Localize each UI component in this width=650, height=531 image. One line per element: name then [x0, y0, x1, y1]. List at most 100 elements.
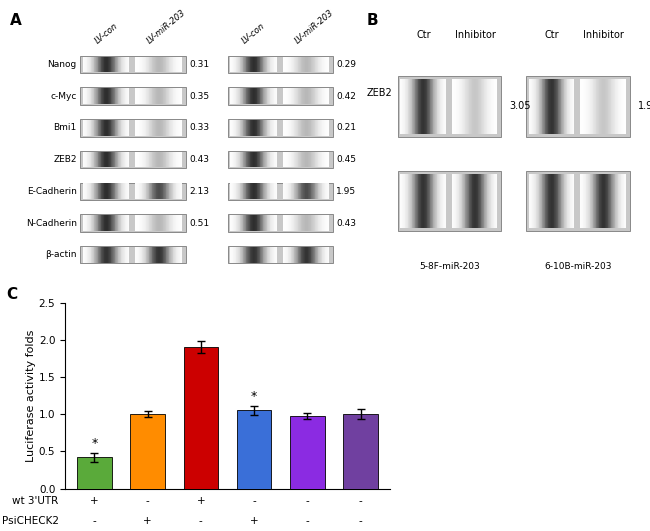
Bar — [601, 174, 602, 228]
Bar — [151, 215, 153, 231]
Bar — [238, 247, 239, 263]
Bar — [444, 174, 445, 228]
Bar — [159, 152, 160, 167]
Bar — [175, 120, 176, 136]
Bar — [127, 183, 129, 199]
Bar — [285, 152, 286, 167]
Bar — [535, 79, 536, 133]
Bar — [322, 152, 323, 167]
Bar — [145, 183, 146, 199]
Bar — [559, 79, 560, 133]
Bar — [237, 215, 238, 231]
Bar — [434, 79, 435, 133]
Bar — [245, 120, 246, 136]
Bar — [611, 174, 612, 228]
Bar — [289, 88, 290, 104]
Bar — [88, 215, 89, 231]
Bar — [582, 79, 584, 133]
Bar — [573, 79, 574, 133]
Bar — [104, 120, 105, 136]
Bar — [283, 88, 285, 104]
Bar — [97, 215, 98, 231]
Bar — [536, 174, 537, 228]
Bar — [96, 120, 97, 136]
Bar — [154, 247, 155, 263]
Bar — [162, 152, 163, 167]
Bar — [312, 120, 313, 136]
Bar — [411, 79, 412, 133]
Bar — [551, 174, 552, 228]
Bar — [273, 152, 274, 167]
Bar — [235, 183, 236, 199]
Bar — [618, 79, 619, 133]
Bar — [239, 183, 240, 199]
Bar — [270, 88, 271, 104]
Bar — [236, 56, 237, 72]
Bar — [545, 174, 546, 228]
Bar — [401, 79, 402, 133]
Bar — [165, 56, 166, 72]
Bar — [236, 152, 237, 167]
Bar — [480, 174, 482, 228]
Bar — [119, 120, 120, 136]
Bar — [320, 215, 322, 231]
Bar — [295, 183, 296, 199]
Bar — [105, 88, 106, 104]
Bar — [171, 152, 172, 167]
Bar — [496, 174, 497, 228]
Bar — [233, 56, 234, 72]
Bar — [270, 152, 271, 167]
Bar — [258, 56, 259, 72]
Bar — [101, 56, 102, 72]
Bar — [105, 247, 106, 263]
Bar — [140, 120, 141, 136]
Bar — [465, 79, 466, 133]
Bar — [252, 215, 253, 231]
Bar — [549, 79, 550, 133]
Bar — [239, 56, 240, 72]
Bar — [532, 79, 533, 133]
Bar — [469, 79, 470, 133]
Bar — [106, 183, 107, 199]
Bar — [555, 79, 556, 133]
Bar — [167, 56, 168, 72]
Bar — [154, 120, 155, 136]
Bar — [326, 88, 327, 104]
Bar — [155, 120, 157, 136]
Bar — [136, 120, 137, 136]
Bar — [613, 79, 614, 133]
Bar — [458, 79, 459, 133]
Bar — [310, 120, 311, 136]
Bar — [272, 120, 273, 136]
Bar — [420, 174, 421, 228]
Bar — [106, 152, 107, 167]
Bar — [571, 174, 572, 228]
Bar — [309, 247, 310, 263]
Bar — [294, 152, 295, 167]
Bar — [605, 174, 606, 228]
Bar — [261, 152, 262, 167]
Bar — [172, 88, 174, 104]
Bar — [172, 183, 174, 199]
Bar — [149, 152, 150, 167]
Bar — [297, 56, 298, 72]
Bar — [170, 247, 171, 263]
Bar — [105, 56, 106, 72]
Bar — [462, 79, 463, 133]
Bar — [420, 79, 421, 133]
Bar — [174, 215, 175, 231]
Bar — [139, 120, 140, 136]
Bar — [322, 247, 323, 263]
Bar — [169, 215, 170, 231]
Bar — [231, 56, 232, 72]
Bar — [306, 56, 307, 72]
Bar — [96, 183, 97, 199]
Bar — [105, 152, 106, 167]
Bar — [176, 247, 177, 263]
Y-axis label: Luciferase activity folds: Luciferase activity folds — [26, 329, 36, 462]
Bar — [136, 56, 137, 72]
Bar — [99, 152, 100, 167]
Bar — [233, 88, 234, 104]
Bar — [243, 56, 244, 72]
Bar — [111, 247, 112, 263]
